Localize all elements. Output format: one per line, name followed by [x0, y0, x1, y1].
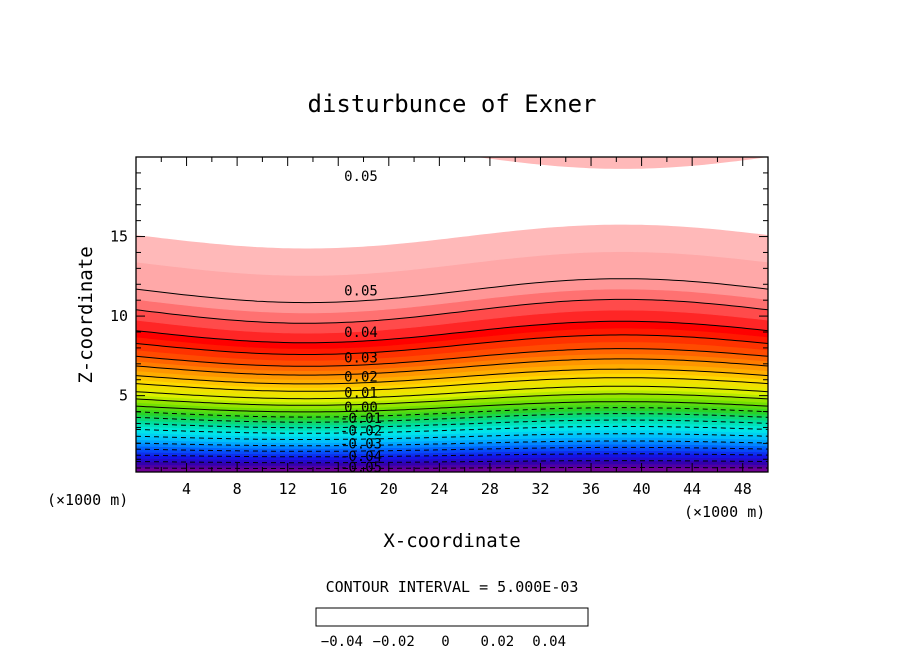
colorbar-tick-label: −0.04: [321, 634, 363, 650]
contour-label: -0.04: [340, 449, 382, 465]
contour-interval-text: CONTOUR INTERVAL = 5.000E-03: [326, 578, 579, 596]
y-tick-label: 15: [110, 228, 128, 246]
contour-line: [136, 385, 768, 400]
colorbar-tick-label: 0.04: [532, 634, 566, 650]
colorbar-frame: [315, 607, 589, 627]
contour-line: [136, 460, 768, 464]
x-tick-label: 28: [481, 480, 499, 498]
contour-label: 0.03: [344, 350, 378, 366]
x-unit-left: (×1000 m): [47, 491, 128, 509]
x-tick-label: 20: [380, 480, 398, 498]
contour-line: [136, 440, 768, 447]
contour-line: [136, 334, 768, 355]
contour-label: 0.04: [344, 325, 378, 341]
x-tick-label: 36: [582, 480, 600, 498]
contour-label: 0.01: [344, 385, 378, 401]
y-axis: 5 10 15: [110, 172, 768, 460]
contour-line: [136, 446, 768, 452]
fill-band-top: [134, 113, 770, 152]
contour-label: 0.00: [344, 400, 378, 416]
plot-frame: [135, 156, 769, 473]
contour-line: [136, 377, 768, 392]
contour-label: -0.05: [340, 460, 382, 476]
colorbar-tick-label: −0.02: [373, 634, 415, 650]
x-tick-label: 16: [329, 480, 347, 498]
y-tick-label: 5: [119, 387, 128, 405]
contour-line: [136, 407, 768, 418]
x-tick-label: 8: [233, 480, 242, 498]
colorbar-ticks: −0.04 −0.02 0 0.02 0.04: [321, 634, 566, 650]
x-axis: 4 8 12 16 20 24 28 32 36 40 44 48: [160, 157, 752, 498]
x-unit-right: (×1000 m): [684, 503, 765, 521]
x-tick-label: 12: [279, 480, 297, 498]
contour-line: [136, 467, 768, 470]
contour-line: [136, 298, 768, 324]
contour-line: [136, 348, 768, 367]
x-tick-label: 40: [633, 480, 651, 498]
contour-line: [136, 358, 768, 376]
contour-label: -0.03: [340, 436, 382, 452]
x-tick-label: 4: [182, 480, 191, 498]
y-tick-label: 10: [110, 307, 128, 325]
x-axis-label: X-coordinate: [383, 530, 520, 552]
fill-band-top: [136, 157, 768, 170]
x-tick-label: 32: [531, 480, 549, 498]
contour-lines: [136, 278, 768, 470]
y-axis-label: Z-coordinate: [75, 246, 97, 383]
contour-labels: 0.050.050.040.030.020.010.00-0.01-0.02-0…: [340, 169, 382, 476]
chart-title: disturbunce of Exner: [308, 90, 597, 118]
contour-line: [136, 278, 768, 304]
contour-line: [136, 368, 768, 385]
contour-line: [136, 413, 768, 423]
contour-line: [136, 425, 768, 434]
x-tick-label: 24: [430, 480, 448, 498]
fill-core: [136, 157, 768, 249]
plot-area: 0.050.050.040.030.020.010.00-0.01-0.02-0…: [110, 113, 770, 498]
contour-line: [136, 433, 768, 440]
contour-label: -0.02: [340, 424, 382, 440]
contour-line: [136, 393, 768, 406]
contour-line: [136, 419, 768, 429]
contour-line: [136, 453, 768, 458]
x-tick-label: 44: [683, 480, 701, 498]
contour-label: 0.02: [344, 370, 378, 386]
contour-label: 0.05: [344, 284, 378, 300]
contour-line: [136, 320, 768, 344]
contour-label: 0.05: [344, 169, 378, 185]
contour-line: [136, 401, 768, 413]
x-tick-label: 48: [734, 480, 752, 498]
colorbar-tick-label: 0: [441, 634, 449, 650]
contour-fills: [134, 113, 770, 472]
colorbar: [315, 607, 589, 627]
fill-band-top: [136, 113, 768, 154]
colorbar-tick-label: 0.02: [480, 634, 514, 650]
contour-label: -0.01: [340, 411, 382, 427]
